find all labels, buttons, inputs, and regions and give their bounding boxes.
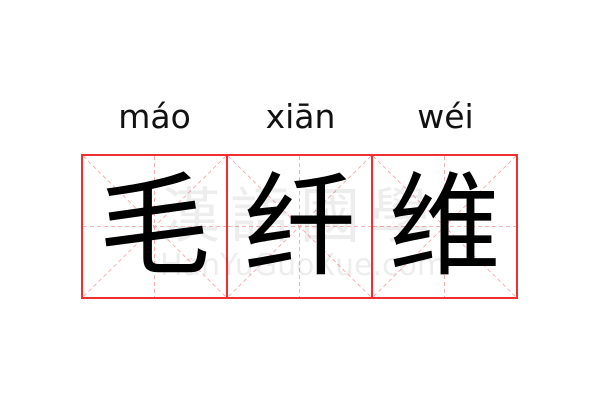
guide-lines [228, 156, 371, 297]
character-cell-1: 毛 [83, 156, 226, 297]
character: 维 [388, 161, 501, 292]
character-cell-2: 纤 [226, 156, 371, 297]
character: 纤 [243, 161, 356, 292]
character-cell-3: 维 [371, 156, 516, 297]
guide-lines [83, 156, 226, 297]
character-grid: 毛 纤 维 [81, 154, 518, 299]
guide-lines [373, 156, 516, 297]
pinyin-2: xiān [265, 97, 336, 136]
pinyin-1: máo [118, 97, 191, 136]
character: 毛 [98, 161, 211, 292]
pinyin-3: wéi [417, 97, 474, 136]
